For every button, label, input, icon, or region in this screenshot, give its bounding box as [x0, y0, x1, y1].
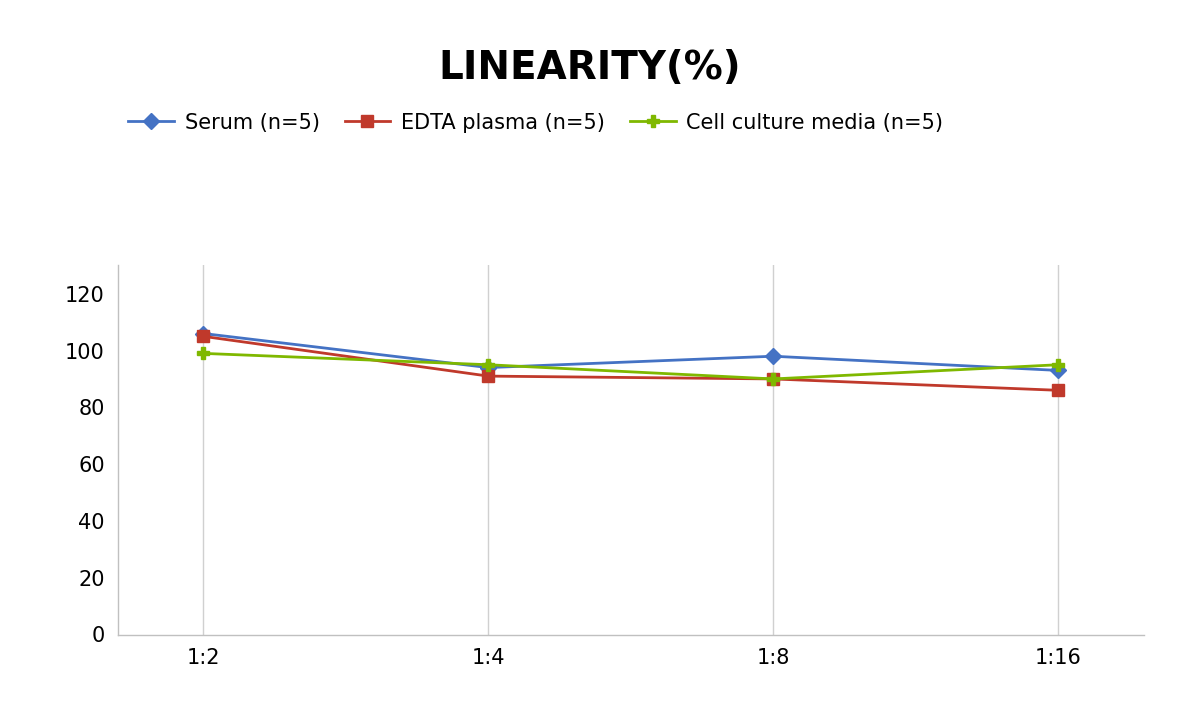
Serum (n=5)	[196, 329, 210, 338]
Serum (n=5)	[1052, 366, 1066, 374]
Serum (n=5)	[766, 352, 780, 360]
Line: Serum (n=5): Serum (n=5)	[198, 328, 1063, 376]
EDTA plasma (n=5)	[1052, 386, 1066, 395]
EDTA plasma (n=5)	[766, 375, 780, 384]
Cell culture media (n=5)	[766, 375, 780, 384]
Line: EDTA plasma (n=5): EDTA plasma (n=5)	[198, 331, 1063, 396]
Legend: Serum (n=5), EDTA plasma (n=5), Cell culture media (n=5): Serum (n=5), EDTA plasma (n=5), Cell cul…	[129, 113, 943, 133]
Line: Cell culture media (n=5): Cell culture media (n=5)	[197, 347, 1065, 385]
Text: LINEARITY(%): LINEARITY(%)	[439, 49, 740, 87]
EDTA plasma (n=5)	[196, 332, 210, 341]
Cell culture media (n=5)	[1052, 360, 1066, 369]
EDTA plasma (n=5)	[481, 372, 495, 380]
Cell culture media (n=5)	[196, 349, 210, 357]
Serum (n=5)	[481, 363, 495, 372]
Cell culture media (n=5)	[481, 360, 495, 369]
